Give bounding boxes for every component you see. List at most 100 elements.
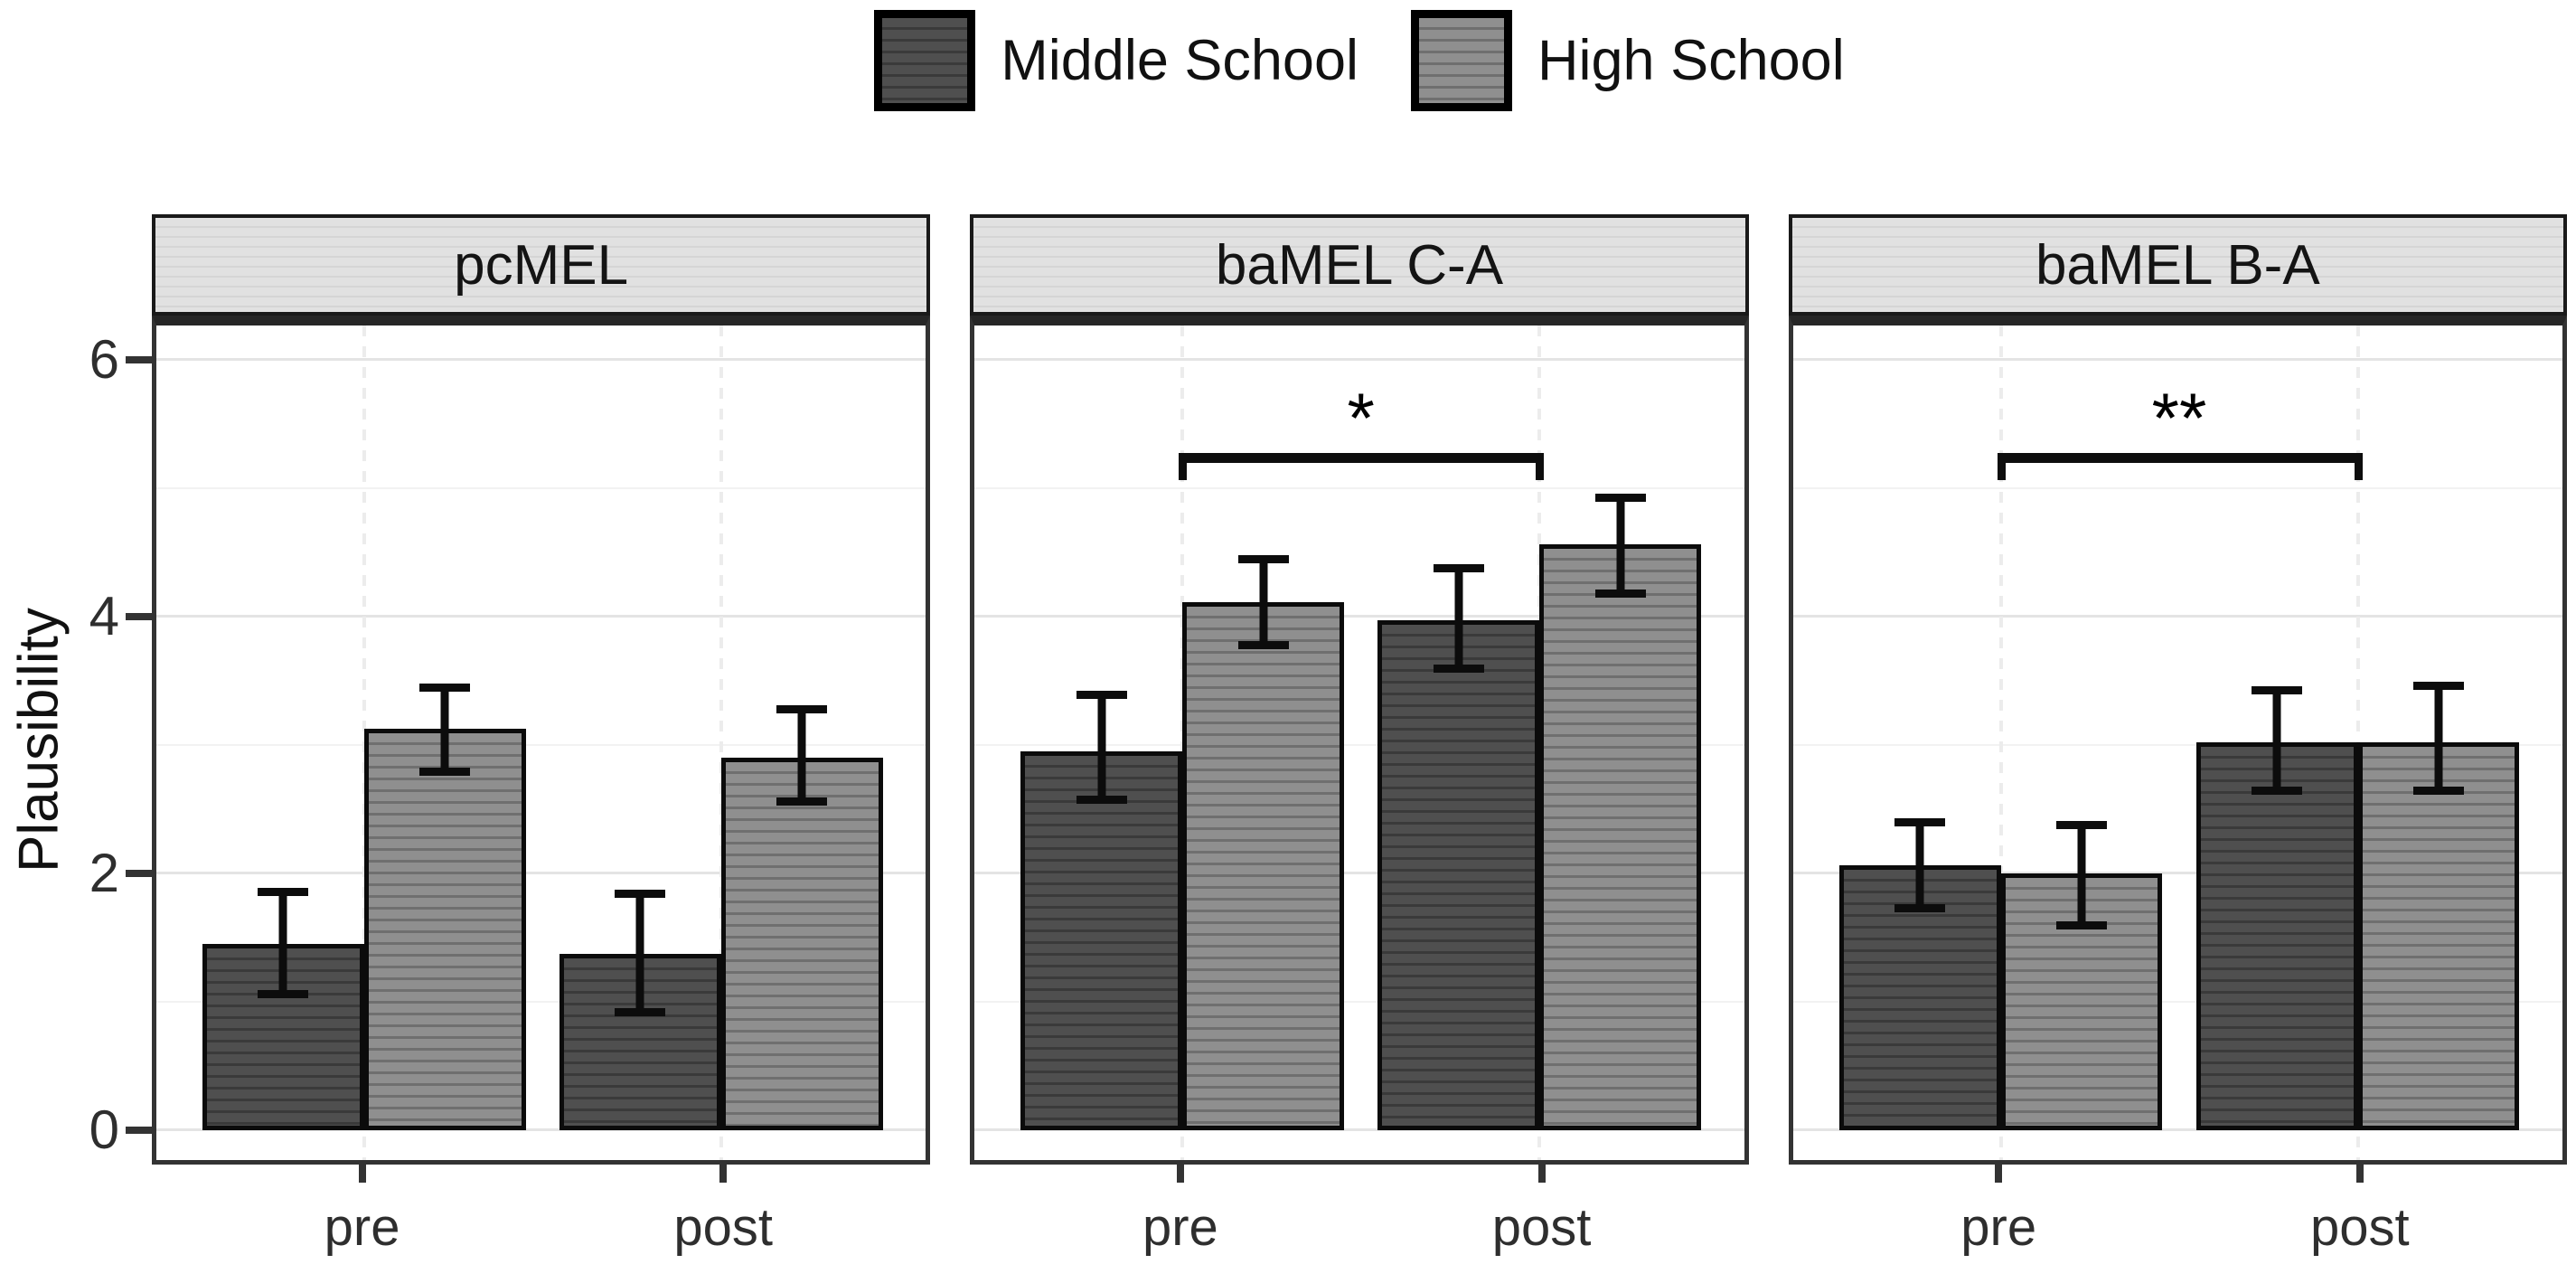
significance-stars: * bbox=[1347, 377, 1375, 458]
major-gridline bbox=[1792, 1128, 2562, 1131]
error-bar-pre-high-school bbox=[2055, 820, 2107, 930]
facet-panel-bamel-b-a: baMEL B-A ** pre post bbox=[1788, 214, 2567, 1283]
facet-strip: pcMEL bbox=[152, 214, 931, 316]
error-bar-stem bbox=[1097, 691, 1106, 805]
error-bar-stem bbox=[2077, 820, 2086, 930]
bar-post-middle-school bbox=[2195, 742, 2358, 1130]
minor-gridline bbox=[156, 744, 926, 746]
facet-panel-bamel-c-a: baMEL C-A * pre post bbox=[970, 214, 1749, 1283]
x-tick-mark bbox=[1176, 1165, 1184, 1183]
error-bar-post-high-school bbox=[776, 705, 828, 806]
facet-title: baMEL B-A bbox=[2035, 233, 2320, 297]
x-tick-label-post: post bbox=[1491, 1198, 1592, 1257]
significance-end-cap bbox=[1179, 452, 1188, 480]
bar-pre-high-school bbox=[1182, 602, 1344, 1130]
legend-swatch-middle-school-icon bbox=[874, 10, 976, 111]
error-bar-cap-bottom bbox=[2055, 921, 2107, 930]
minor-gridline bbox=[1792, 487, 2562, 489]
significance-end-cap bbox=[2354, 452, 2363, 480]
y-tick-mark bbox=[126, 356, 152, 363]
significance-stars: ** bbox=[2151, 377, 2207, 458]
vertical-gridline bbox=[1998, 325, 2003, 1160]
error-bar-pre-middle-school bbox=[1894, 817, 1946, 912]
y-axis-title: Plausibility bbox=[7, 608, 71, 873]
error-bar-cap-top bbox=[419, 683, 471, 692]
minor-gridline bbox=[1792, 1001, 2562, 1003]
error-bar-cap-bottom bbox=[1076, 796, 1127, 805]
y-tick-mark bbox=[126, 870, 152, 877]
x-tick-label-post: post bbox=[2310, 1198, 2410, 1257]
facet-strip: baMEL B-A bbox=[1788, 214, 2567, 316]
major-gridline bbox=[974, 1128, 1744, 1131]
x-axis: pre post bbox=[970, 1165, 1748, 1283]
error-bar-stem bbox=[635, 890, 644, 1016]
error-bar-cap-top bbox=[2055, 820, 2107, 829]
major-gridline bbox=[1792, 615, 2562, 618]
error-bar-cap-top bbox=[258, 887, 309, 896]
error-bar-cap-bottom bbox=[2412, 787, 2464, 796]
y-tick-mark bbox=[126, 613, 152, 620]
error-bar-post-middle-school bbox=[615, 890, 666, 1016]
bar-post-high-school bbox=[2357, 742, 2520, 1130]
error-bar-cap-bottom bbox=[2252, 787, 2303, 796]
error-bar-cap-bottom bbox=[1594, 589, 1646, 598]
plot-area bbox=[152, 316, 931, 1165]
bar-pre-high-school bbox=[363, 728, 526, 1130]
x-tick-mark bbox=[1995, 1165, 2003, 1183]
error-bar-pre-high-school bbox=[1237, 554, 1289, 649]
major-gridline bbox=[974, 615, 1744, 618]
major-gridline bbox=[156, 1128, 926, 1131]
facet-panels: pcMEL pre post baMEL C-A * pre post baMEL B-A **… bbox=[152, 214, 2567, 1283]
error-bar-post-high-school bbox=[1594, 493, 1646, 598]
error-bar-cap-bottom bbox=[419, 768, 471, 777]
vertical-gridline bbox=[719, 325, 723, 1160]
bar-post-high-school bbox=[1539, 544, 1701, 1130]
error-bar-pre-middle-school bbox=[258, 887, 309, 998]
error-bar-pre-high-school bbox=[419, 683, 471, 777]
error-bar-pre-middle-school bbox=[1076, 691, 1127, 805]
major-gridline bbox=[156, 358, 926, 361]
error-bar-cap-bottom bbox=[1433, 665, 1484, 674]
error-bar-post-high-school bbox=[2412, 682, 2464, 796]
error-bar-cap-top bbox=[1076, 691, 1127, 700]
error-bar-cap-top bbox=[2412, 682, 2464, 691]
bar-pre-middle-school bbox=[1020, 751, 1183, 1130]
minor-gridline bbox=[974, 744, 1744, 746]
legend-label-high-school: High School bbox=[1537, 29, 1845, 92]
major-gridline bbox=[156, 872, 926, 874]
major-gridline bbox=[156, 615, 926, 618]
error-bar-cap-top bbox=[1894, 817, 1946, 826]
facet-title: baMEL C-A bbox=[1215, 233, 1504, 297]
facet-title: pcMEL bbox=[454, 233, 629, 297]
bar-pre-high-school bbox=[2000, 873, 2163, 1130]
significance-line bbox=[1182, 452, 1540, 463]
x-tick-mark bbox=[2355, 1165, 2364, 1183]
error-bar-cap-top bbox=[1433, 563, 1484, 572]
error-bar-cap-bottom bbox=[1237, 640, 1289, 649]
bar-post-high-school bbox=[720, 758, 883, 1130]
x-tick-mark bbox=[719, 1165, 728, 1183]
x-tick-mark bbox=[358, 1165, 366, 1183]
minor-gridline bbox=[1792, 744, 2562, 746]
plot-area: * bbox=[970, 316, 1749, 1165]
legend-label-middle-school: Middle School bbox=[1001, 29, 1359, 92]
minor-gridline bbox=[156, 1001, 926, 1003]
minor-gridline bbox=[974, 1001, 1744, 1003]
error-bar-cap-bottom bbox=[258, 989, 309, 998]
error-bar-stem bbox=[1454, 563, 1463, 674]
error-bar-cap-bottom bbox=[776, 797, 828, 806]
x-axis: pre post bbox=[1789, 1165, 2567, 1283]
error-bar-cap-bottom bbox=[615, 1007, 666, 1016]
error-bar-cap-bottom bbox=[1894, 903, 1946, 912]
error-bar-stem bbox=[2272, 685, 2281, 796]
major-gridline bbox=[1792, 872, 2562, 874]
error-bar-stem bbox=[1915, 817, 1924, 912]
x-tick-mark bbox=[1537, 1165, 1546, 1183]
error-bar-stem bbox=[2434, 682, 2443, 796]
significance-end-cap bbox=[1536, 452, 1545, 480]
plot-area: ** bbox=[1788, 316, 2567, 1165]
error-bar-stem bbox=[278, 887, 287, 998]
significance-line bbox=[2000, 452, 2358, 463]
x-tick-label-pre: pre bbox=[1960, 1198, 2037, 1257]
